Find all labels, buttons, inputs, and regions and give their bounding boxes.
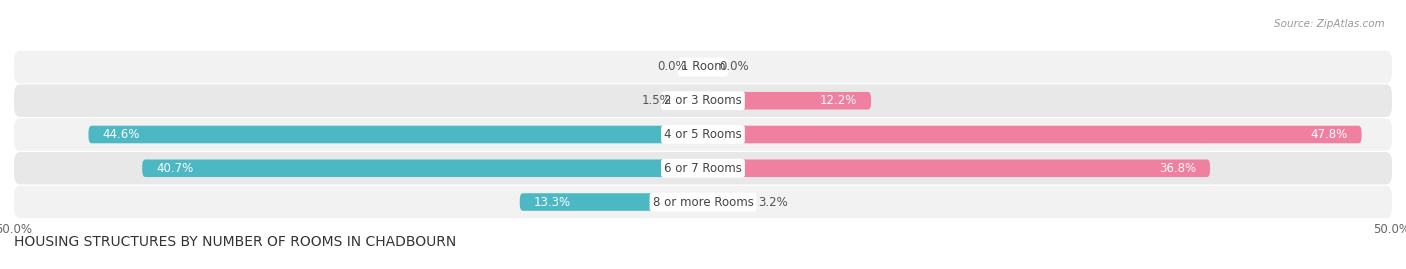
Text: 47.8%: 47.8% <box>1310 128 1348 141</box>
FancyBboxPatch shape <box>89 126 703 143</box>
Text: 12.2%: 12.2% <box>820 94 858 107</box>
Text: 1.5%: 1.5% <box>641 94 671 107</box>
Text: Source: ZipAtlas.com: Source: ZipAtlas.com <box>1274 19 1385 29</box>
Text: 0.0%: 0.0% <box>720 61 749 73</box>
Text: 40.7%: 40.7% <box>156 162 193 175</box>
Text: 1 Room: 1 Room <box>681 61 725 73</box>
Text: 4 or 5 Rooms: 4 or 5 Rooms <box>664 128 742 141</box>
FancyBboxPatch shape <box>682 92 703 109</box>
Text: 3.2%: 3.2% <box>758 196 787 208</box>
Text: 8 or more Rooms: 8 or more Rooms <box>652 196 754 208</box>
FancyBboxPatch shape <box>14 84 1392 117</box>
Text: 44.6%: 44.6% <box>103 128 139 141</box>
FancyBboxPatch shape <box>14 152 1392 185</box>
Text: 0.0%: 0.0% <box>657 61 686 73</box>
FancyBboxPatch shape <box>703 126 1361 143</box>
Text: 13.3%: 13.3% <box>533 196 571 208</box>
FancyBboxPatch shape <box>703 193 747 211</box>
FancyBboxPatch shape <box>520 193 703 211</box>
FancyBboxPatch shape <box>14 51 1392 83</box>
FancyBboxPatch shape <box>14 118 1392 151</box>
Text: 6 or 7 Rooms: 6 or 7 Rooms <box>664 162 742 175</box>
FancyBboxPatch shape <box>142 160 703 177</box>
Text: 36.8%: 36.8% <box>1159 162 1197 175</box>
Text: HOUSING STRUCTURES BY NUMBER OF ROOMS IN CHADBOURN: HOUSING STRUCTURES BY NUMBER OF ROOMS IN… <box>14 235 457 249</box>
FancyBboxPatch shape <box>703 160 1211 177</box>
Text: 2 or 3 Rooms: 2 or 3 Rooms <box>664 94 742 107</box>
FancyBboxPatch shape <box>14 186 1392 218</box>
FancyBboxPatch shape <box>703 92 872 109</box>
